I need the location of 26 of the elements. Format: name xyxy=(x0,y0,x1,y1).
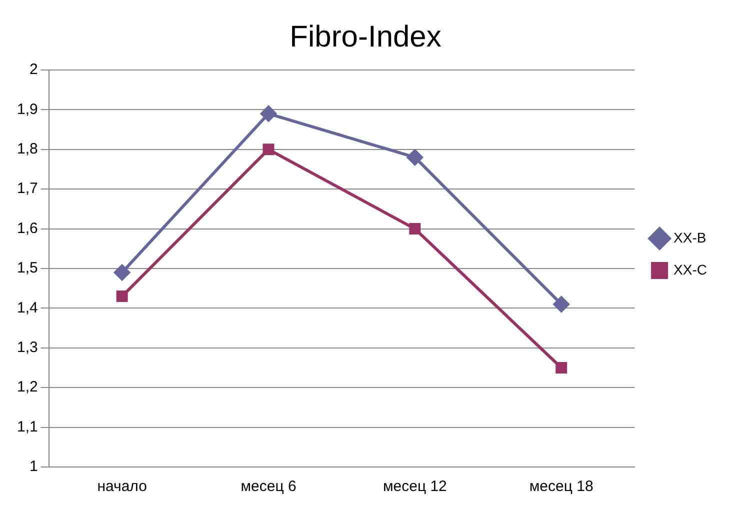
y-tick-label: 1,7 xyxy=(16,180,38,198)
y-tick-label: 1,2 xyxy=(16,378,38,396)
point xyxy=(556,362,568,374)
x-tick-label: начало xyxy=(97,478,147,496)
y-tick-label: 1 xyxy=(30,458,38,476)
point xyxy=(406,149,423,166)
y-tick-label: 1,1 xyxy=(16,418,38,436)
y-tick-label: 1,4 xyxy=(16,299,38,316)
point xyxy=(260,106,276,122)
y-tick-label: 2 xyxy=(30,61,38,78)
point xyxy=(262,144,274,156)
x-tick-label: месец 12 xyxy=(382,478,447,496)
y-tick-label: 1,6 xyxy=(16,220,38,237)
y-tick-label: 1,9 xyxy=(16,100,38,118)
y-tick-label: 1,5 xyxy=(16,260,38,277)
chart-title: Fibro-Index xyxy=(290,20,442,54)
legend-label: XX-B xyxy=(674,229,706,246)
point xyxy=(114,264,130,280)
x-tick-label: месец 6 xyxy=(240,478,296,496)
y-tick-label: 1,8 xyxy=(16,140,38,158)
y-tick-label: 1,3 xyxy=(16,339,38,356)
legend-label: XX-C xyxy=(674,261,708,278)
point xyxy=(116,290,128,302)
x-tick-label: месец 18 xyxy=(529,478,594,496)
point xyxy=(409,223,421,235)
point xyxy=(553,296,570,312)
